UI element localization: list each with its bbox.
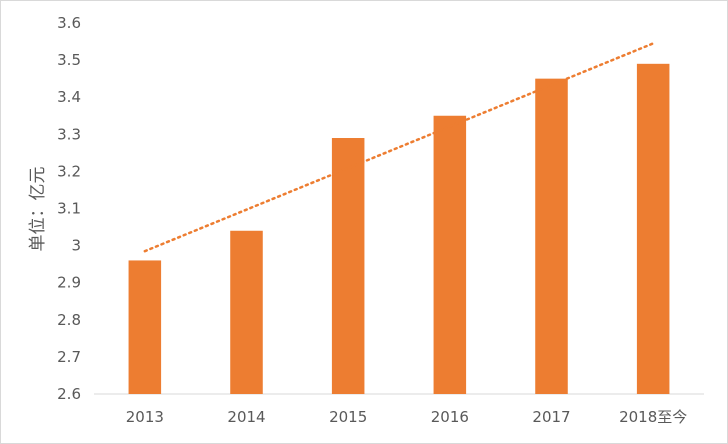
y-tick-label: 3.5 (57, 51, 81, 69)
bar-2016 (433, 115, 467, 394)
trend-line (143, 42, 655, 253)
y-tick-label: 2.8 (57, 311, 81, 329)
bar-2014 (230, 230, 263, 394)
y-tick-label: 3.3 (57, 125, 81, 143)
y-tick-label: 3.1 (57, 200, 81, 218)
y-tick-label: 2.6 (57, 385, 81, 403)
y-tick-label: 3.2 (57, 162, 81, 180)
y-tick-label: 2.7 (57, 348, 81, 366)
x-tick-label: 2015 (329, 408, 367, 426)
bar-2017 (535, 78, 568, 395)
y-tick-label: 2.9 (57, 274, 81, 292)
y-tick-label: 3.4 (57, 88, 81, 106)
x-tick-label: 2014 (227, 408, 265, 426)
x-tick-label: 2016 (431, 408, 469, 426)
y-tick-label: 3 (71, 237, 81, 255)
y-tick-label: 3.6 (57, 14, 81, 32)
bar-2013 (128, 260, 162, 394)
x-tick-label: 2013 (126, 408, 164, 426)
y-axis-label: 单位：亿元 (28, 167, 48, 252)
bar-2015 (331, 138, 365, 394)
x-tick-label: 2018至今 (619, 408, 687, 426)
x-tick-label: 2017 (532, 408, 570, 426)
bar-2018至今 (636, 63, 670, 395)
